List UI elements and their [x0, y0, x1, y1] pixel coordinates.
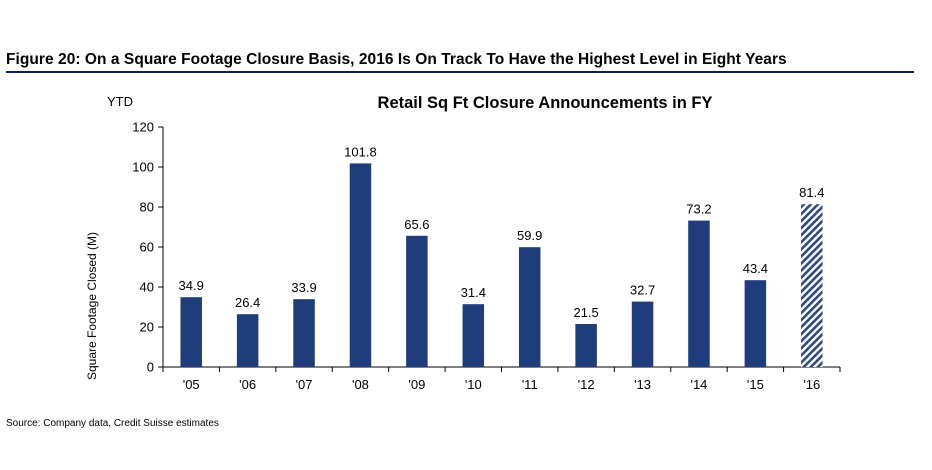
data-label: 34.9 [179, 278, 204, 293]
x-tick-label: '09 [408, 377, 425, 392]
y-tick-label: 40 [140, 280, 154, 295]
y-tick-label: 80 [140, 200, 154, 215]
y-axis-label: Square Footage Closed (M) [85, 232, 99, 380]
y-tick-label: 20 [140, 320, 154, 335]
data-label: 101.8 [344, 144, 377, 159]
bar [236, 314, 259, 367]
figure-title: Figure 20: On a Square Footage Closure B… [6, 51, 787, 68]
bar [349, 163, 372, 367]
data-label: 21.5 [573, 305, 598, 320]
x-tick-label: '13 [634, 377, 651, 392]
x-tick-label: '15 [747, 377, 764, 392]
title-rule [6, 71, 914, 73]
y-tick-label: 0 [147, 360, 154, 375]
data-label: 43.4 [743, 261, 768, 276]
data-label: 73.2 [686, 202, 711, 217]
bar [575, 324, 597, 367]
data-label: 33.9 [291, 280, 316, 295]
x-tick-label: '16 [803, 377, 820, 392]
y-tick-label: 120 [132, 120, 154, 135]
x-tick-label: '12 [578, 377, 595, 392]
source-note: Source: Company data, Credit Suisse esti… [6, 418, 219, 429]
x-tick-label: '11 [522, 377, 538, 392]
y-axis: 0 20 40 60 80 100 120 [132, 120, 164, 375]
ytd-annotation: YTD [107, 94, 133, 109]
bar [744, 280, 767, 367]
data-label: 65.6 [404, 217, 429, 232]
bar-hatched [801, 204, 823, 367]
x-tick-label: '05 [183, 377, 200, 392]
bar [462, 304, 485, 367]
data-label: 31.4 [461, 285, 486, 300]
x-tick-label: '06 [239, 377, 256, 392]
bar [293, 299, 315, 367]
data-labels: 34.9 26.4 33.9 101.8 65.6 31.4 59.9 21.5 32.7 73.… [179, 144, 825, 320]
data-label: 81.4 [799, 185, 824, 200]
bar [631, 301, 654, 367]
bar [518, 247, 541, 367]
bar [406, 235, 428, 367]
bar-chart: Retail Sq Ft Closure Announcements in FY… [85, 94, 841, 392]
x-tick-label: '08 [352, 377, 369, 392]
y-tick-label: 60 [140, 240, 154, 255]
x-tick-label: '10 [465, 377, 482, 392]
x-tick-label: '14 [690, 377, 707, 392]
data-label: 59.9 [517, 228, 542, 243]
x-tick-label: '07 [296, 377, 313, 392]
data-label: 32.7 [630, 283, 655, 298]
x-axis: '05 '06 '07 '08 '09 '10 '11 '12 '13 '14 '15 '16 [162, 366, 841, 392]
bars [180, 163, 823, 367]
bar [688, 220, 710, 367]
chart-title: Retail Sq Ft Closure Announcements in FY [378, 94, 713, 112]
bar [180, 297, 202, 367]
data-label: 26.4 [235, 295, 260, 310]
y-tick-label: 100 [132, 160, 154, 175]
